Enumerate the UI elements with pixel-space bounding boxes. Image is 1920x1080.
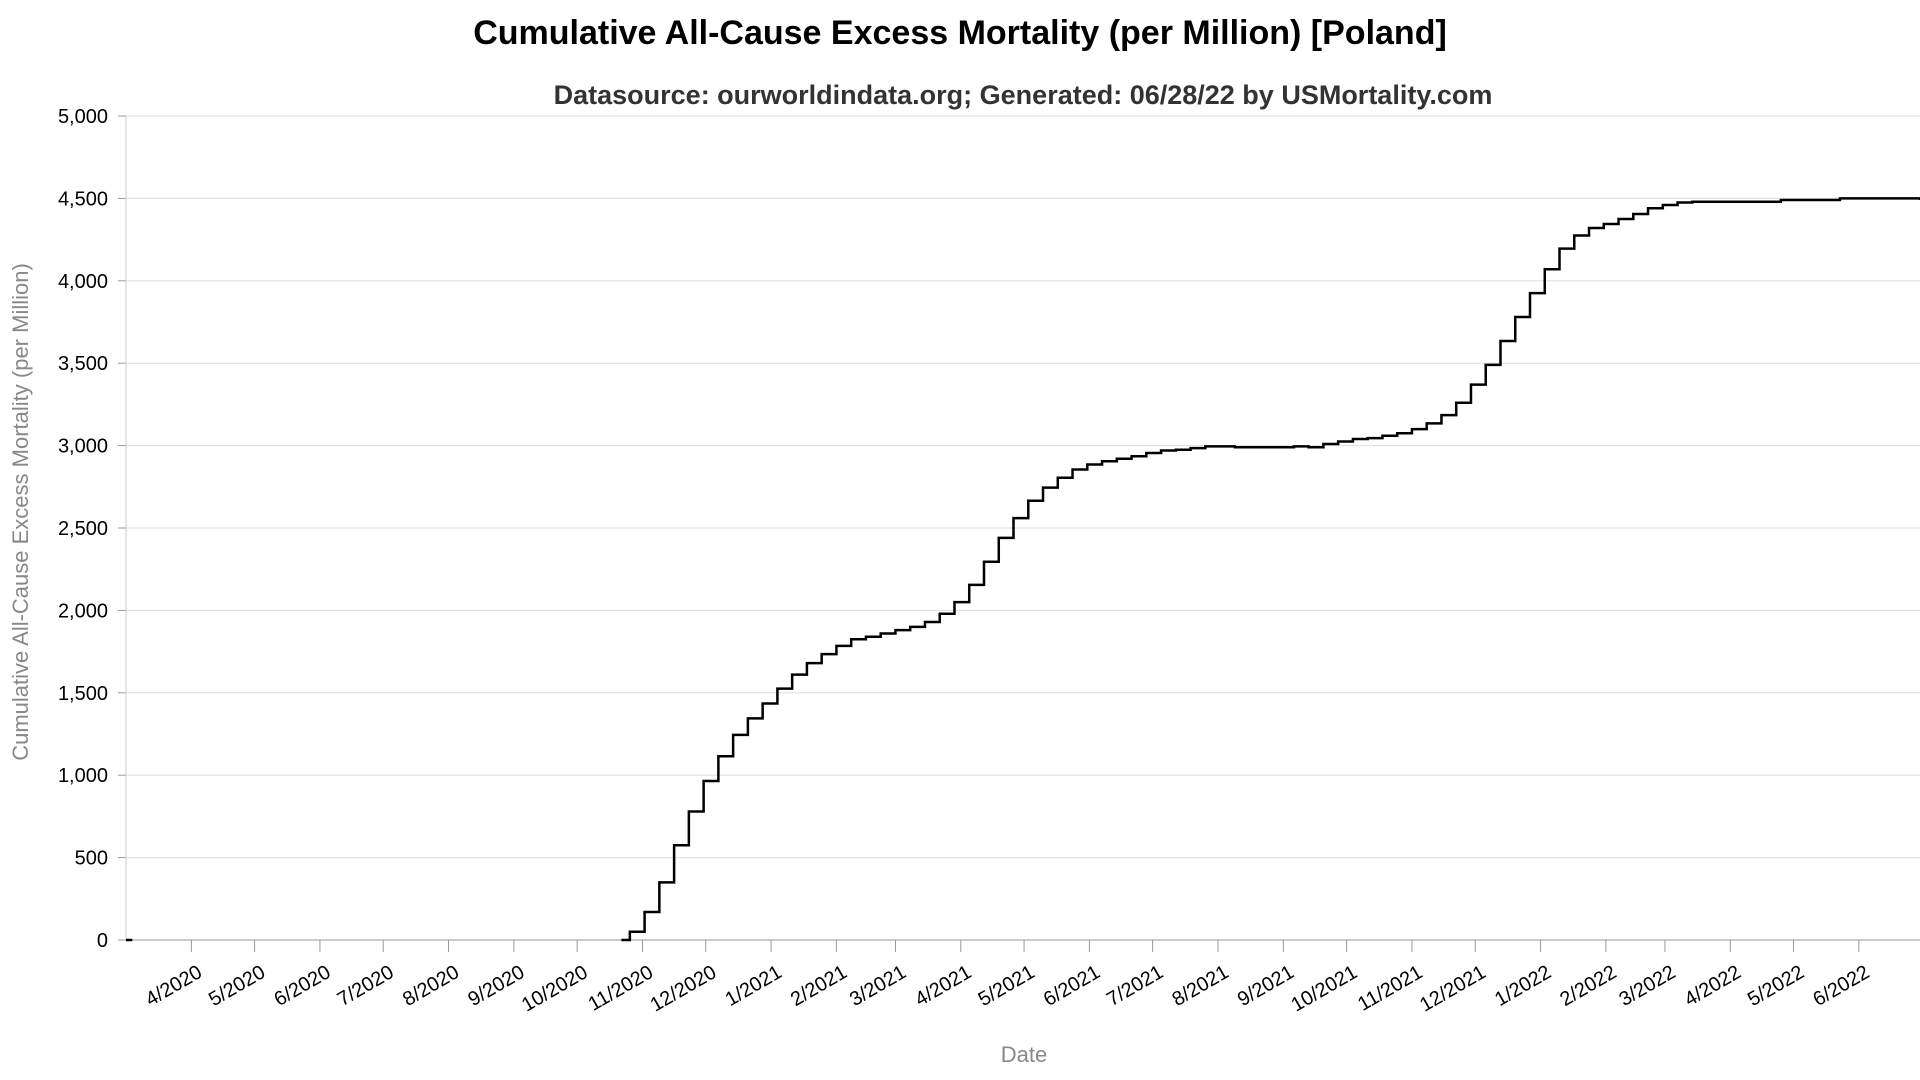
y-tick-label: 4,000 [58,271,108,293]
x-tick-label: 7/2020 [334,961,398,1011]
x-tick-label: 8/2020 [399,961,463,1011]
series-layer [126,197,1920,942]
x-tick-labels: 4/2020 5/2020 6/2020 7/2020 8/2020 9/202010/2… [142,961,1873,1016]
x-tick-label: 2/2022 [1556,961,1620,1011]
y-tick-label: 2,500 [58,518,108,540]
x-tick-label: 5/2021 [975,961,1039,1011]
x-tick-label: 10/2021 [1287,961,1361,1016]
x-tick-label: 4/2021 [911,961,975,1011]
x-tick-label: 6/2020 [270,961,334,1011]
y-tick-label: 1,500 [58,683,108,705]
x-tick-label: 3/2022 [1615,961,1679,1011]
x-tick-label: 1/2022 [1491,961,1555,1011]
x-tick-label: 11/2021 [1354,961,1426,1015]
x-tick-label: 10/2020 [518,961,592,1016]
chart-title: Cumulative All-Cause Excess Mortality (p… [473,14,1447,52]
y-tick-label: 4,500 [58,188,108,210]
y-tick-labels: 0 500 1,000 1,500 2,000 2,500 3,000 3,500 4,000 4… [58,106,108,952]
x-tick-label: 9/2020 [464,961,528,1011]
y-axis-title: Cumulative All-Cause Excess Mortality (p… [8,263,33,761]
x-tick-label: 7/2021 [1103,961,1167,1011]
x-tick-label: 12/2020 [647,961,721,1016]
chart-subtitle: Datasource: ourworldindata.org; Generate… [553,80,1493,110]
x-tick-label: 4/2022 [1681,961,1745,1011]
x-tick-label: 5/2022 [1744,961,1808,1011]
grid-lines [126,115,1920,941]
x-tick-label: 2/2021 [787,961,851,1011]
x-tick-label: 8/2021 [1169,961,1233,1011]
y-tick-label: 2,000 [58,600,108,622]
x-tick-label: 6/2021 [1040,961,1104,1011]
axes [118,115,1920,952]
x-axis-title: Date [1001,1042,1047,1067]
series-line [126,197,1920,942]
x-tick-label: 6/2022 [1809,961,1873,1011]
y-tick-label: 5,000 [58,106,108,128]
x-tick-label: 12/2021 [1416,961,1490,1016]
x-tick-label: 4/2020 [142,961,206,1011]
y-tick-label: 3,000 [58,436,108,458]
y-tick-label: 1,000 [58,765,108,787]
x-tick-label: 1/2021 [722,961,786,1011]
x-tick-label: 5/2020 [205,961,269,1011]
y-tick-label: 500 [75,848,108,870]
y-tick-label: 0 [97,930,108,952]
x-tick-label: 11/2020 [585,961,657,1015]
x-tick-label: 3/2021 [846,961,910,1011]
x-tick-label: 9/2021 [1234,961,1298,1011]
y-tick-label: 3,500 [58,353,108,375]
